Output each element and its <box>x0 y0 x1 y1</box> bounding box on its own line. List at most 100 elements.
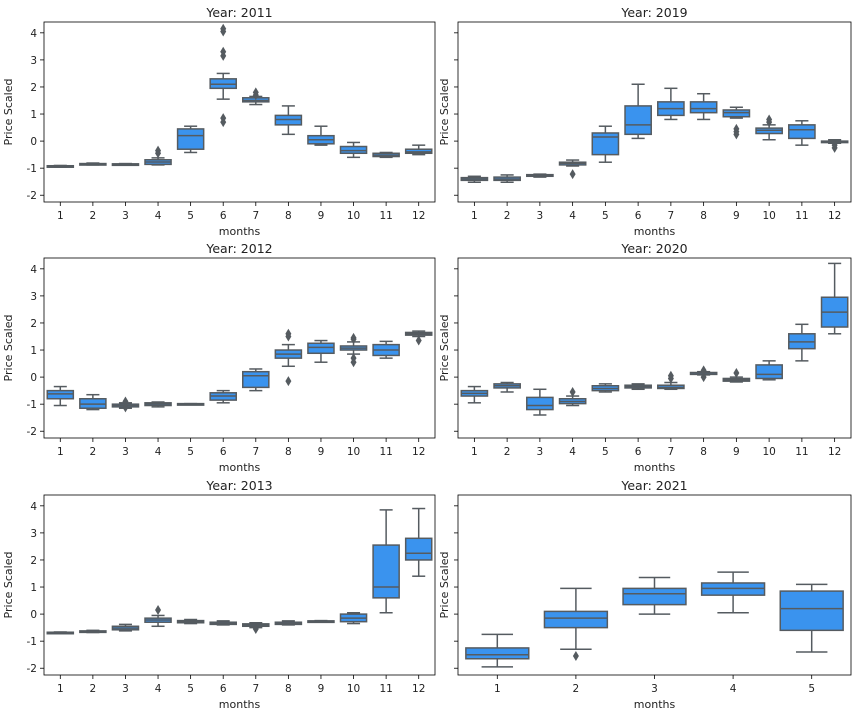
box-month-2 <box>79 393 107 411</box>
y-tick-label: 0 <box>30 609 37 621</box>
box-month-11 <box>788 120 816 146</box>
box-month-1 <box>46 385 75 407</box>
x-tick-label: 6 <box>220 210 227 222</box>
x-tick-label: 2 <box>90 210 97 222</box>
x-tick-label: 9 <box>318 446 325 458</box>
box-month-3 <box>111 623 140 632</box>
x-tick-label: 5 <box>602 210 609 222</box>
x-tick-label: 1 <box>57 683 64 695</box>
x-tick-label: 8 <box>700 210 707 222</box>
box-month-9 <box>722 106 751 140</box>
y-tick-label: 0 <box>30 372 37 384</box>
box-month-3 <box>111 396 140 413</box>
box-month-7 <box>242 87 270 106</box>
outlier-marker <box>220 23 227 34</box>
x-tick-label: 3 <box>122 446 129 458</box>
x-tick-label: 2 <box>573 683 580 695</box>
x-tick-label: 3 <box>122 210 129 222</box>
box-month-2 <box>543 587 609 662</box>
box-month-6 <box>209 23 237 128</box>
outlier-marker <box>155 605 162 616</box>
box-month-10 <box>755 114 783 141</box>
y-tick-label: -2 <box>27 426 37 438</box>
x-tick-label: 11 <box>379 683 392 695</box>
x-tick-label: 12 <box>828 210 841 222</box>
box-body <box>307 342 335 355</box>
outlier-marker <box>700 372 707 383</box>
box-month-7 <box>242 368 270 392</box>
x-tick-label: 12 <box>412 446 425 458</box>
x-tick-label: 5 <box>187 210 194 222</box>
box-month-9 <box>307 125 335 146</box>
y-tick-label: -1 <box>27 163 37 175</box>
y-tick-label: 4 <box>30 501 37 513</box>
chart-title: Year: 2020 <box>620 241 687 256</box>
outlier-marker <box>122 396 129 407</box>
x-tick-label: 8 <box>285 210 292 222</box>
box-month-11 <box>372 151 400 159</box>
y-tick-label: 1 <box>30 109 37 121</box>
box-month-4 <box>700 571 766 614</box>
x-axis-label: months <box>219 698 261 711</box>
box-month-3 <box>526 388 554 416</box>
box-body <box>622 587 687 606</box>
x-tick-label: 7 <box>252 446 259 458</box>
box-body <box>404 537 433 561</box>
box-body <box>242 370 270 389</box>
y-axis-label: Price Scaled <box>2 552 15 619</box>
y-tick-label: 2 <box>30 82 37 94</box>
x-axis-label: months <box>634 461 676 474</box>
y-tick-label: -2 <box>27 190 37 202</box>
x-tick-label: 5 <box>187 683 194 695</box>
x-tick-label: 6 <box>220 683 227 695</box>
box-month-12 <box>820 138 849 153</box>
x-tick-label: 10 <box>762 446 775 458</box>
box-month-7 <box>657 370 685 391</box>
x-tick-label: 2 <box>504 210 511 222</box>
outlier-marker <box>155 145 162 156</box>
box-month-6 <box>209 389 237 404</box>
x-tick-label: 6 <box>635 446 642 458</box>
box-month-1 <box>46 164 75 168</box>
x-tick-label: 2 <box>504 446 511 458</box>
box-month-1 <box>465 633 530 668</box>
outlier-marker <box>122 402 129 413</box>
x-tick-label: 11 <box>795 446 808 458</box>
x-tick-label: 1 <box>471 210 478 222</box>
x-tick-label: 4 <box>569 446 576 458</box>
x-tick-label: 8 <box>285 683 292 695</box>
y-tick-label: 2 <box>30 318 37 330</box>
x-tick-label: 8 <box>285 446 292 458</box>
x-tick-label: 3 <box>537 446 544 458</box>
y-tick-label: 3 <box>30 528 37 540</box>
x-tick-label: 6 <box>220 446 227 458</box>
x-tick-label: 8 <box>700 446 707 458</box>
y-axis-label: Price Scaled <box>438 79 451 146</box>
x-tick-label: 11 <box>379 446 392 458</box>
box-month-11 <box>788 323 816 362</box>
y-tick-label: 4 <box>30 264 37 276</box>
box-month-8 <box>274 328 303 387</box>
box-body <box>465 647 530 660</box>
x-tick-label: 10 <box>347 210 360 222</box>
x-tick-label: 7 <box>668 210 675 222</box>
y-tick-label: 1 <box>30 345 37 357</box>
box-month-5 <box>176 402 205 406</box>
x-tick-label: 3 <box>651 683 658 695</box>
box-month-3 <box>622 576 687 615</box>
box-body <box>755 364 783 380</box>
box-month-5 <box>591 125 620 163</box>
box-body <box>176 128 205 150</box>
x-axis-label: months <box>634 225 676 238</box>
chart-title: Year: 2012 <box>205 241 272 256</box>
y-tick-label: -2 <box>27 663 37 675</box>
chart-title: Year: 2011 <box>205 5 272 20</box>
box-month-4 <box>144 401 172 408</box>
outlier-marker <box>220 117 227 128</box>
x-tick-label: 7 <box>668 446 675 458</box>
box-month-5 <box>779 583 844 653</box>
